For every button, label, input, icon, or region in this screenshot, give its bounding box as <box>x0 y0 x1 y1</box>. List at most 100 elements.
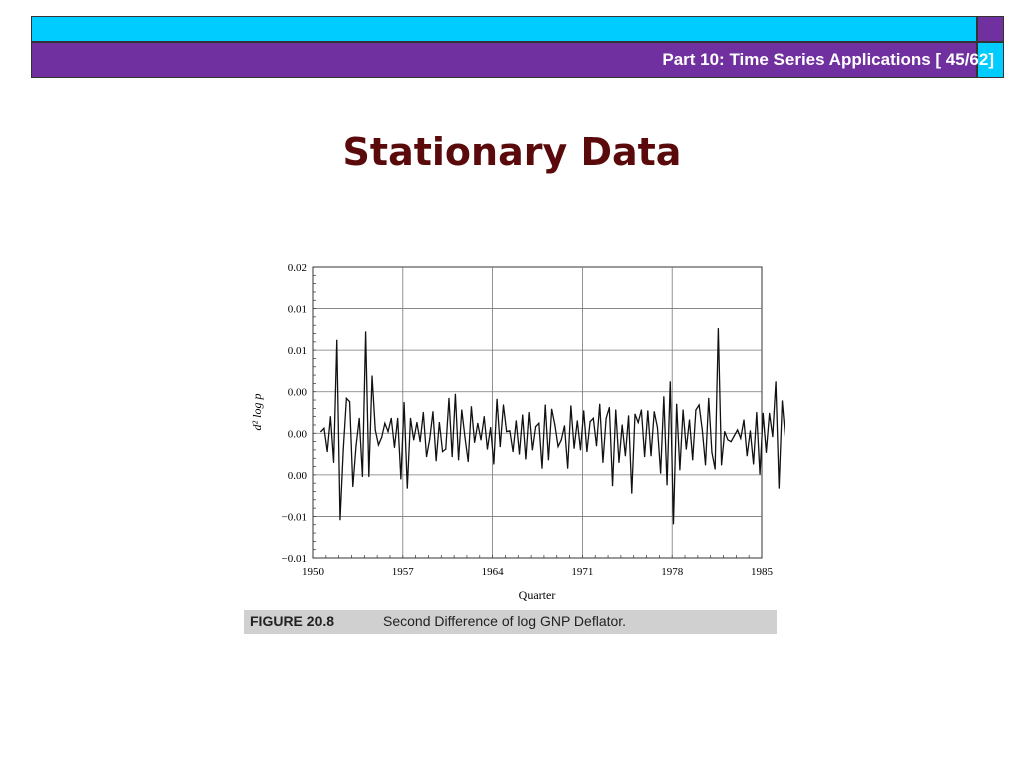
series-point <box>570 405 572 407</box>
series-point <box>461 409 463 411</box>
series-point <box>692 459 694 461</box>
series-point <box>660 472 662 474</box>
series-point <box>631 492 633 494</box>
series-point <box>358 417 360 419</box>
figure-label: FIGURE 20.8 <box>250 613 335 629</box>
series-point <box>493 463 495 465</box>
series-point <box>720 464 723 466</box>
series-point <box>413 439 415 441</box>
gridlines <box>313 267 762 558</box>
series-point <box>599 403 601 405</box>
series-point <box>544 404 546 406</box>
x-axis-label: Quarter <box>519 588 556 602</box>
series-point <box>717 327 719 330</box>
series-point <box>348 401 351 403</box>
series-point <box>701 429 703 431</box>
series-point <box>695 409 697 411</box>
series-point <box>525 458 527 460</box>
series-point <box>547 459 550 461</box>
series-point <box>749 430 752 432</box>
header-corner-square-top <box>977 16 1004 42</box>
series-point <box>711 451 713 454</box>
y-tick-label: 0.00 <box>288 387 308 399</box>
series-point <box>743 419 745 421</box>
series-point <box>563 425 566 427</box>
series-point <box>499 445 501 448</box>
series-point <box>724 431 726 433</box>
series-point <box>602 461 604 463</box>
series-point <box>409 417 412 419</box>
series-point <box>397 417 399 419</box>
series-point <box>336 339 338 341</box>
series-point <box>640 409 643 411</box>
y-tick-label: 0.01 <box>288 304 307 316</box>
series-point <box>647 410 649 412</box>
series-layer <box>320 327 785 525</box>
series-point <box>615 409 617 411</box>
x-tick-label: 1971 <box>571 566 593 578</box>
series-point <box>374 429 376 431</box>
series-point <box>432 411 434 413</box>
series-point <box>483 416 485 418</box>
series-point <box>390 417 392 419</box>
series-point <box>474 441 476 444</box>
series-point <box>586 450 588 453</box>
series-point <box>753 463 755 465</box>
y-tick-labels: 0.02 0.01 0.01 0.00 0.00 0.00 −0.01 −0.0… <box>282 262 308 565</box>
series-point <box>618 461 620 463</box>
series-point <box>759 473 761 475</box>
series-point <box>637 421 639 424</box>
series-point <box>589 421 591 423</box>
series-point <box>608 406 610 409</box>
series-point <box>605 417 607 419</box>
series-point <box>368 475 370 478</box>
series-point <box>685 448 687 450</box>
series-point <box>733 435 736 437</box>
series-point <box>644 455 646 458</box>
series-point <box>551 408 553 410</box>
series-point <box>672 523 675 525</box>
series-point <box>509 430 511 432</box>
series-point <box>746 455 748 457</box>
x-tick-label: 1964 <box>482 566 505 578</box>
series-point <box>400 478 402 480</box>
series-point <box>656 426 659 429</box>
series-point <box>320 431 322 433</box>
series-point <box>326 450 328 453</box>
series-point <box>740 437 742 439</box>
series-point <box>403 401 405 404</box>
series-point <box>627 415 630 417</box>
series-point <box>454 393 456 395</box>
series-point <box>522 414 524 416</box>
series-point <box>528 411 530 414</box>
minor-ticks <box>312 266 763 559</box>
series-point <box>653 411 655 413</box>
series-point <box>429 438 431 440</box>
series-point <box>480 439 482 441</box>
header-corner-square-bottom <box>977 42 1004 78</box>
series-point <box>772 436 774 438</box>
series-point <box>679 469 681 471</box>
series-point <box>592 417 594 419</box>
series-point <box>775 381 777 383</box>
series-point <box>486 448 489 450</box>
series-point <box>438 421 440 424</box>
series-point <box>730 441 732 443</box>
x-tick-label: 1957 <box>392 566 415 578</box>
series-point <box>698 404 700 406</box>
series-point <box>445 448 447 450</box>
figure-caption-bar: FIGURE 20.8 Second Difference of log GNP… <box>244 610 777 634</box>
series-point <box>769 412 771 414</box>
series-point <box>583 410 585 412</box>
series-point <box>496 398 498 400</box>
y-axis-label: d² log p <box>250 394 264 431</box>
series-point <box>663 396 665 398</box>
series-point <box>567 467 569 469</box>
series-point <box>441 450 444 453</box>
series-point <box>541 467 543 469</box>
chart: 0.02 0.01 0.01 0.00 0.00 0.00 −0.01 −0.0… <box>250 262 785 602</box>
series-point <box>502 404 505 406</box>
series-point <box>352 485 354 488</box>
series-point <box>688 419 691 421</box>
x-tick-label: 1950 <box>302 566 325 578</box>
